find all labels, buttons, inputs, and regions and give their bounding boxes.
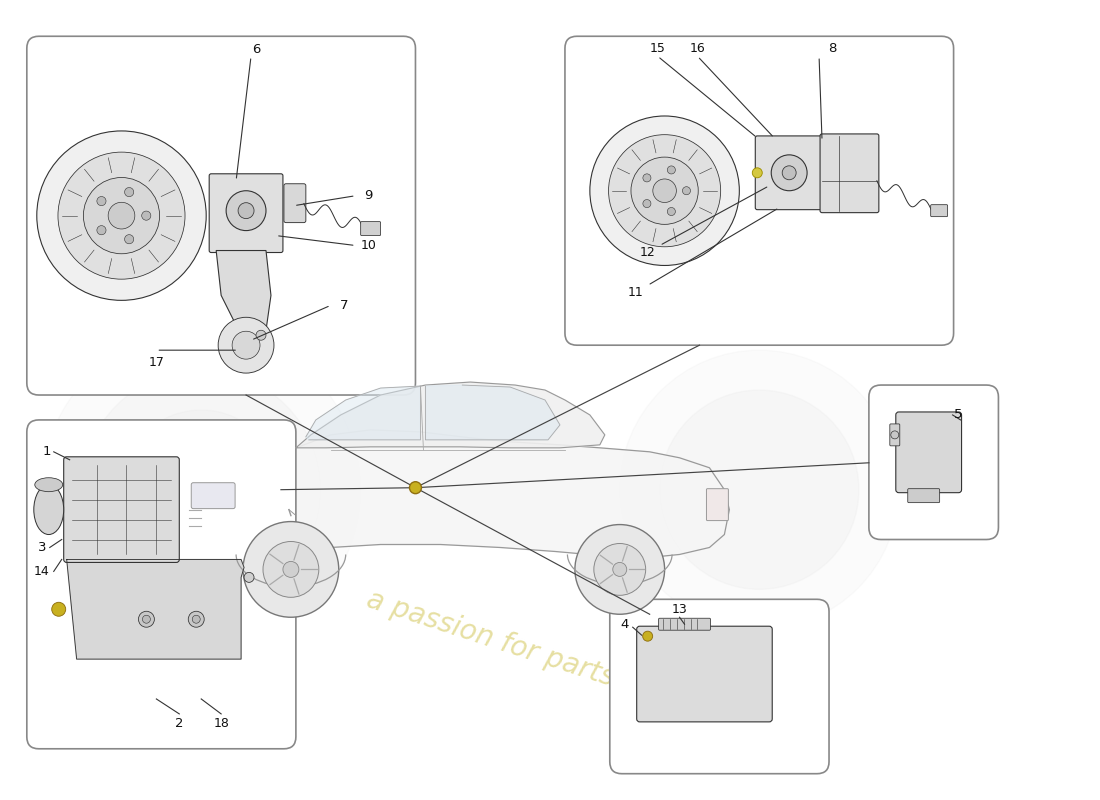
Circle shape: [36, 131, 206, 300]
Circle shape: [642, 631, 652, 641]
Circle shape: [660, 390, 859, 590]
Circle shape: [652, 179, 676, 202]
Circle shape: [631, 157, 698, 224]
Text: 4: 4: [620, 618, 629, 630]
Circle shape: [227, 190, 266, 230]
FancyBboxPatch shape: [637, 626, 772, 722]
FancyBboxPatch shape: [869, 385, 999, 539]
Circle shape: [752, 168, 762, 178]
Circle shape: [642, 174, 651, 182]
Circle shape: [642, 199, 651, 208]
Text: 17: 17: [148, 356, 164, 369]
Circle shape: [608, 134, 720, 246]
Circle shape: [58, 152, 185, 279]
FancyBboxPatch shape: [64, 457, 179, 562]
Polygon shape: [296, 382, 605, 448]
Circle shape: [52, 602, 66, 616]
FancyBboxPatch shape: [565, 36, 954, 345]
Text: 16: 16: [690, 42, 705, 54]
Circle shape: [409, 482, 421, 494]
Circle shape: [192, 615, 200, 623]
Circle shape: [97, 226, 106, 234]
Circle shape: [108, 202, 135, 229]
Polygon shape: [217, 250, 271, 335]
Text: 14: 14: [34, 565, 50, 578]
Circle shape: [188, 611, 205, 627]
Text: 11: 11: [628, 286, 643, 299]
Polygon shape: [426, 385, 560, 440]
Circle shape: [263, 542, 319, 598]
Circle shape: [84, 178, 160, 254]
FancyBboxPatch shape: [908, 489, 939, 502]
Circle shape: [613, 562, 627, 576]
Circle shape: [244, 572, 254, 582]
Text: 15: 15: [650, 42, 666, 54]
Circle shape: [218, 318, 274, 373]
Text: 8: 8: [828, 42, 836, 54]
Text: 7: 7: [340, 299, 348, 312]
FancyBboxPatch shape: [26, 36, 416, 395]
FancyBboxPatch shape: [284, 184, 306, 222]
Text: 13: 13: [672, 602, 688, 616]
Circle shape: [238, 202, 254, 218]
FancyBboxPatch shape: [26, 420, 296, 749]
Circle shape: [891, 431, 899, 439]
FancyBboxPatch shape: [191, 482, 235, 509]
Circle shape: [594, 543, 646, 595]
Ellipse shape: [35, 478, 63, 492]
FancyBboxPatch shape: [931, 205, 947, 217]
Circle shape: [124, 187, 134, 197]
FancyBboxPatch shape: [706, 489, 728, 521]
Text: 18: 18: [213, 718, 229, 730]
Circle shape: [42, 330, 361, 649]
FancyBboxPatch shape: [890, 424, 900, 446]
Circle shape: [682, 186, 691, 194]
Circle shape: [142, 211, 151, 220]
Circle shape: [232, 331, 260, 359]
Circle shape: [256, 330, 266, 340]
Circle shape: [771, 155, 807, 190]
FancyBboxPatch shape: [821, 134, 879, 213]
FancyBboxPatch shape: [756, 136, 824, 210]
Text: 1: 1: [43, 446, 51, 458]
Circle shape: [97, 197, 106, 206]
FancyBboxPatch shape: [209, 174, 283, 253]
Text: a passion for parts: a passion for parts: [363, 586, 618, 693]
Polygon shape: [186, 430, 729, 559]
Text: 5: 5: [955, 409, 962, 422]
Circle shape: [124, 234, 134, 244]
Circle shape: [243, 522, 339, 618]
Circle shape: [139, 611, 154, 627]
FancyBboxPatch shape: [609, 599, 829, 774]
Circle shape: [283, 562, 299, 578]
Polygon shape: [67, 559, 244, 659]
Circle shape: [668, 207, 675, 215]
Text: 10: 10: [361, 239, 376, 252]
Polygon shape: [306, 386, 420, 440]
Circle shape: [81, 370, 321, 610]
FancyBboxPatch shape: [361, 222, 381, 235]
Circle shape: [590, 116, 739, 266]
Circle shape: [782, 166, 796, 180]
Circle shape: [619, 350, 899, 630]
Circle shape: [668, 166, 675, 174]
Text: 6: 6: [252, 42, 261, 56]
Text: 3: 3: [37, 541, 46, 554]
FancyBboxPatch shape: [659, 618, 711, 630]
Text: 12: 12: [640, 246, 656, 259]
Circle shape: [121, 410, 280, 570]
FancyBboxPatch shape: [895, 412, 961, 493]
Circle shape: [575, 525, 664, 614]
Ellipse shape: [34, 485, 64, 534]
Text: 9: 9: [364, 190, 373, 202]
Circle shape: [142, 615, 151, 623]
Text: 2: 2: [175, 718, 184, 730]
